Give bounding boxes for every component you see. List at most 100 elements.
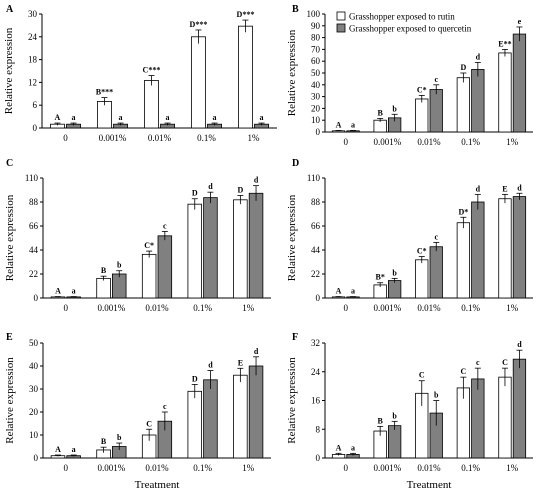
- y-tick-label: 110: [25, 173, 39, 183]
- y-tick-label: 0: [33, 123, 38, 133]
- bar-rutin: [415, 259, 429, 299]
- x-tick-label: 1%: [506, 463, 519, 473]
- significance-label: C: [460, 367, 466, 376]
- bar-rutin: [143, 80, 159, 129]
- x-tick-label: 0.1%: [197, 133, 216, 143]
- y-tick-label: 110: [307, 173, 321, 183]
- bar-rutin: [97, 101, 112, 129]
- x-tick-label: 0: [344, 303, 349, 313]
- significance-label: A: [55, 113, 61, 122]
- x-tick-label: 0.001%: [99, 133, 127, 143]
- bar-quercetin: [157, 235, 173, 299]
- significance-label: C*: [144, 241, 154, 250]
- bar-rutin: [96, 277, 111, 299]
- significance-label: d: [517, 340, 522, 349]
- significance-label: D: [192, 374, 198, 383]
- y-tick-label: 0: [316, 293, 321, 303]
- y-tick-label: 66: [29, 221, 39, 231]
- y-tick-label: 70: [311, 44, 321, 54]
- y-tick-label: 22: [311, 269, 320, 279]
- y-tick-label: 0: [34, 293, 39, 303]
- significance-label: B: [101, 437, 107, 446]
- y-tick-label: 60: [311, 56, 321, 66]
- y-tick-label: 50: [29, 338, 39, 348]
- x-tick-label: 0.01%: [148, 133, 172, 143]
- y-tick-label: 24: [28, 32, 38, 42]
- panel-f: F 0 8 16 24 32 Relative expression 0 A a 0.001% Bb 0…: [286, 332, 533, 491]
- significance-label: B: [377, 416, 383, 425]
- bar-quercetin: [429, 89, 443, 133]
- significance-label: C: [419, 371, 425, 380]
- significance-label: C*: [417, 247, 427, 256]
- y-tick-label: 6: [33, 100, 38, 110]
- significance-label: b: [117, 433, 122, 442]
- x-tick-label: 0: [64, 303, 69, 313]
- legend: Grasshopper exposed to rutin Grasshopper …: [336, 12, 472, 34]
- significance-label: C: [146, 419, 152, 428]
- significance-label: B***: [96, 88, 113, 97]
- y-tick-label: 12: [28, 77, 37, 87]
- x-tick-label: 1%: [242, 303, 255, 313]
- x-tick-label: 1%: [506, 303, 519, 313]
- bar-quercetin: [248, 192, 264, 299]
- x-tick-label: 0.01%: [417, 303, 441, 313]
- y-axis-title: Relative expression: [3, 27, 15, 114]
- significance-label: a: [351, 120, 355, 129]
- significance-label: a: [72, 287, 76, 296]
- x-tick-label: 1%: [248, 133, 261, 143]
- x-tick-label: 0: [344, 137, 349, 147]
- significance-label: a: [260, 113, 264, 122]
- x-tick-label: 0.01%: [417, 463, 441, 473]
- significance-label: b: [392, 411, 397, 420]
- bar-rutin: [187, 203, 202, 299]
- significance-label: E**: [498, 39, 511, 48]
- y-tick-label: 10: [311, 115, 321, 125]
- y-tick-label: 32: [311, 338, 320, 348]
- significance-label: b: [434, 391, 439, 400]
- bar-quercetin: [512, 358, 527, 459]
- x-axis-title: Treatment: [407, 479, 452, 489]
- y-tick-label: 0: [316, 453, 321, 463]
- x-tick-label: 0.01%: [145, 463, 169, 473]
- significance-label: a: [351, 287, 355, 296]
- significance-label: a: [166, 113, 170, 122]
- bar-quercetin: [429, 246, 443, 299]
- significance-label: a: [119, 113, 123, 122]
- y-tick-label: 88: [29, 197, 39, 207]
- significance-label: A: [336, 120, 342, 129]
- bar-rutin: [233, 199, 248, 299]
- y-tick-label: 24: [311, 367, 321, 377]
- significance-label: c: [434, 232, 438, 241]
- y-tick-label: 50: [311, 68, 321, 78]
- y-tick-label: 80: [311, 33, 321, 43]
- significance-label: D: [192, 189, 198, 198]
- y-axis-title: Relative expression: [286, 29, 298, 116]
- legend-swatch: [336, 23, 346, 33]
- x-tick-label: 0.01%: [417, 137, 441, 147]
- x-tick-label: 1%: [242, 463, 255, 473]
- significance-label: A: [55, 287, 61, 296]
- significance-label: d: [517, 183, 522, 192]
- significance-label: a: [213, 113, 217, 122]
- significance-label: c: [476, 358, 480, 367]
- significance-label: c: [163, 221, 167, 230]
- significance-label: D*: [458, 207, 468, 216]
- significance-label: E: [238, 358, 243, 367]
- bar-rutin: [141, 253, 157, 299]
- y-tick-label: 66: [311, 221, 321, 231]
- y-tick-label: 0: [34, 453, 39, 463]
- bar-rutin: [415, 98, 429, 133]
- y-tick-label: 90: [311, 21, 321, 31]
- x-tick-label: 1%: [506, 137, 519, 147]
- y-tick-label: 16: [311, 396, 321, 406]
- bar-quercetin: [512, 33, 527, 133]
- bar-quercetin: [471, 69, 485, 133]
- y-axis-title: Relative expression: [286, 357, 298, 444]
- x-tick-label: 0.001%: [374, 463, 402, 473]
- panel-label: D: [292, 158, 299, 169]
- significance-label: d: [254, 347, 259, 356]
